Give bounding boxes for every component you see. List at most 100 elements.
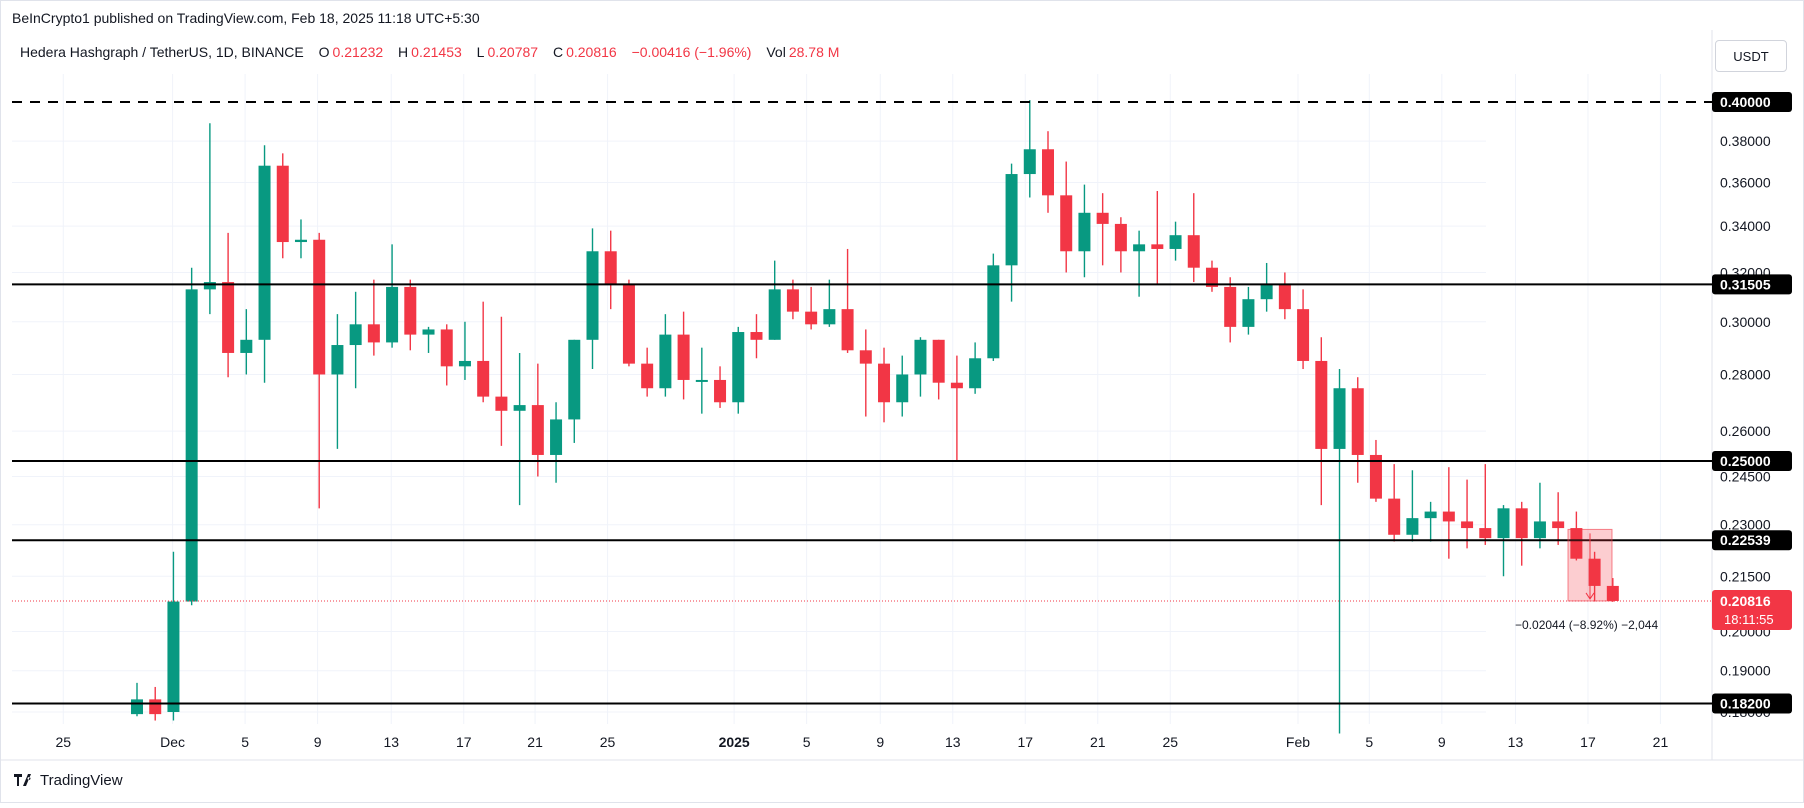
- candle-body: [969, 358, 982, 389]
- x-tick-label: 9: [314, 734, 322, 750]
- candle-body: [1023, 149, 1036, 175]
- currency-button[interactable]: USDT: [1715, 40, 1787, 72]
- candle-down: [1096, 193, 1109, 266]
- candle-body: [823, 309, 836, 325]
- vol-label: Vol: [766, 44, 786, 60]
- candle-body: [349, 324, 362, 346]
- candle-body: [714, 379, 727, 403]
- candle-down: [950, 355, 963, 462]
- candle-body: [1060, 195, 1073, 252]
- level-price-label: 0.25000: [1720, 453, 1771, 469]
- x-tick-label: 2025: [719, 734, 750, 750]
- candle-up: [1133, 230, 1146, 297]
- candle-body: [1297, 309, 1310, 361]
- candle-body: [987, 265, 1000, 359]
- measure-label: −0.02044 (−8.92%) −2,044: [1515, 618, 1658, 632]
- y-tick-label: 0.36000: [1720, 174, 1771, 190]
- level-price-badge: [1712, 92, 1792, 112]
- candle-body: [185, 289, 198, 602]
- x-tick-label: Feb: [1286, 734, 1310, 750]
- candle-body: [1005, 174, 1018, 266]
- candle-body: [1187, 235, 1200, 268]
- candle-down: [1315, 337, 1328, 506]
- y-tick-label: 0.26000: [1720, 423, 1771, 439]
- candle-down: [1570, 511, 1583, 561]
- vol-value: 28.78 M: [788, 44, 840, 60]
- y-tick-label: 0.24500: [1720, 468, 1771, 484]
- candle-up: [1533, 482, 1546, 549]
- candle-down: [1060, 161, 1073, 273]
- candle-body: [1369, 454, 1382, 499]
- candle-down: [622, 279, 635, 367]
- candle-body: [1442, 511, 1455, 522]
- candle-up: [386, 244, 399, 348]
- candle-down: [714, 366, 727, 408]
- candle-body: [1315, 360, 1328, 449]
- candle-body: [932, 339, 945, 383]
- high-label: H: [398, 44, 409, 60]
- candle-up: [258, 145, 271, 383]
- candle-down: [1351, 377, 1364, 483]
- candle-body: [1461, 521, 1474, 529]
- candle-up: [1260, 262, 1273, 312]
- x-tick-label: 5: [1365, 734, 1373, 750]
- footer-brand[interactable]: TradingView: [14, 772, 123, 789]
- symbol-name[interactable]: Hedera Hashgraph / TetherUS, 1D, BINANCE: [20, 44, 304, 60]
- candle-down: [1042, 131, 1054, 213]
- candle-body: [458, 360, 471, 367]
- candle-down: [495, 316, 508, 446]
- candle-up: [1023, 100, 1036, 198]
- level-price-badge: [1712, 693, 1792, 714]
- level-price-label: 0.22539: [1720, 532, 1771, 548]
- candle-body: [1588, 558, 1601, 586]
- candle-body: [440, 329, 453, 367]
- candle-body: [1552, 521, 1565, 529]
- candle-down: [440, 324, 453, 386]
- low-label: L: [476, 44, 485, 60]
- open-label: O: [318, 44, 330, 60]
- candle-body: [1042, 149, 1054, 196]
- candle-down: [1442, 467, 1455, 559]
- candle-body: [659, 334, 672, 389]
- candle-up: [586, 228, 599, 370]
- candle-body: [1424, 511, 1437, 519]
- candle-up: [1169, 221, 1182, 261]
- low-value: 0.20787: [487, 44, 539, 60]
- candle-up: [550, 402, 563, 483]
- candle-up: [1424, 501, 1437, 542]
- candle-down: [841, 248, 854, 353]
- candle-body: [1151, 244, 1164, 249]
- candle-body: [622, 284, 635, 364]
- candle-body: [732, 332, 745, 403]
- candle-body: [149, 699, 162, 715]
- symbol-info: Hedera Hashgraph / TetherUS, 1D, BINANCE…: [20, 44, 842, 60]
- x-tick-label: 21: [527, 734, 543, 750]
- level-price-badge: [1712, 451, 1792, 472]
- candle-down: [932, 339, 945, 400]
- candle-down: [750, 314, 763, 359]
- candle-up: [167, 551, 180, 721]
- candle-body: [1242, 299, 1255, 327]
- candle-up: [823, 279, 836, 327]
- candle-up: [568, 339, 581, 443]
- y-tick-label: 0.38000: [1720, 133, 1771, 149]
- candle-body: [1205, 267, 1218, 287]
- candle-body: [859, 350, 872, 364]
- x-tick-label: 13: [383, 734, 399, 750]
- close-value: 0.20816: [566, 44, 617, 60]
- candle-body: [1224, 286, 1237, 327]
- candle-up: [349, 291, 362, 389]
- y-tick-label: 0.21500: [1720, 568, 1771, 584]
- candle-up: [294, 219, 307, 259]
- level-price-label: 0.40000: [1720, 94, 1771, 110]
- candle-body: [331, 345, 344, 375]
- candle-up: [331, 314, 344, 449]
- candle-body: [131, 699, 143, 715]
- x-tick-label: 13: [1508, 734, 1524, 750]
- candle-down: [1369, 439, 1382, 502]
- candle-body: [203, 282, 216, 290]
- y-tick-label: 0.19000: [1720, 663, 1771, 679]
- candle-body: [914, 339, 927, 375]
